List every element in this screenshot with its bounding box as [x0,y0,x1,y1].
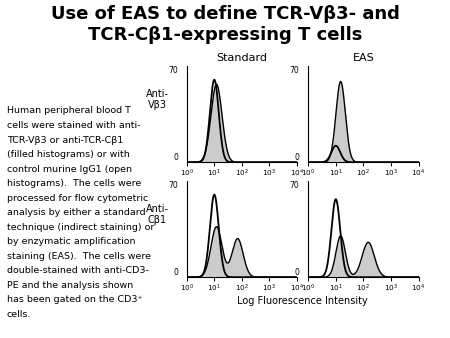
Text: PE and the analysis shown: PE and the analysis shown [7,281,133,290]
Text: histograms).  The cells were: histograms). The cells were [7,179,141,188]
Text: double-stained with anti-CD3-: double-stained with anti-CD3- [7,266,148,275]
Text: by enzymatic amplification: by enzymatic amplification [7,237,135,246]
Text: staining (EAS).  The cells were: staining (EAS). The cells were [7,252,151,261]
Text: EAS: EAS [352,52,374,63]
Text: Anti-
Vβ3: Anti- Vβ3 [146,89,169,111]
Text: Standard: Standard [216,52,267,63]
Text: (filled histograms) or with: (filled histograms) or with [7,150,130,159]
Text: 70: 70 [290,66,299,75]
Text: analysis by either a standard: analysis by either a standard [7,208,145,217]
Text: 0: 0 [173,153,178,162]
Text: 70: 70 [290,181,299,190]
Text: has been gated on the CD3⁺: has been gated on the CD3⁺ [7,295,142,305]
Text: 0: 0 [173,268,178,277]
Text: 0: 0 [295,153,299,162]
Text: TCR-Vβ3 or anti-TCR-Cβ1: TCR-Vβ3 or anti-TCR-Cβ1 [7,136,123,145]
Text: cells.: cells. [7,310,31,319]
Text: Use of EAS to define TCR-Vβ3- and
TCR-Cβ1-expressing T cells: Use of EAS to define TCR-Vβ3- and TCR-Cβ… [50,5,400,44]
Text: 70: 70 [168,181,178,190]
Text: control murine IgG1 (open: control murine IgG1 (open [7,165,132,174]
Text: 0: 0 [295,268,299,277]
Text: 70: 70 [168,66,178,75]
Text: cells were stained with anti-: cells were stained with anti- [7,121,140,130]
Text: Log Fluorescence Intensity: Log Fluorescence Intensity [237,296,368,306]
Text: Human peripheral blood T: Human peripheral blood T [7,106,130,116]
Text: Anti-
Cβ1: Anti- Cβ1 [146,204,169,225]
Text: technique (indirect staining) or: technique (indirect staining) or [7,223,154,232]
Text: processed for flow cytometric: processed for flow cytometric [7,194,148,203]
